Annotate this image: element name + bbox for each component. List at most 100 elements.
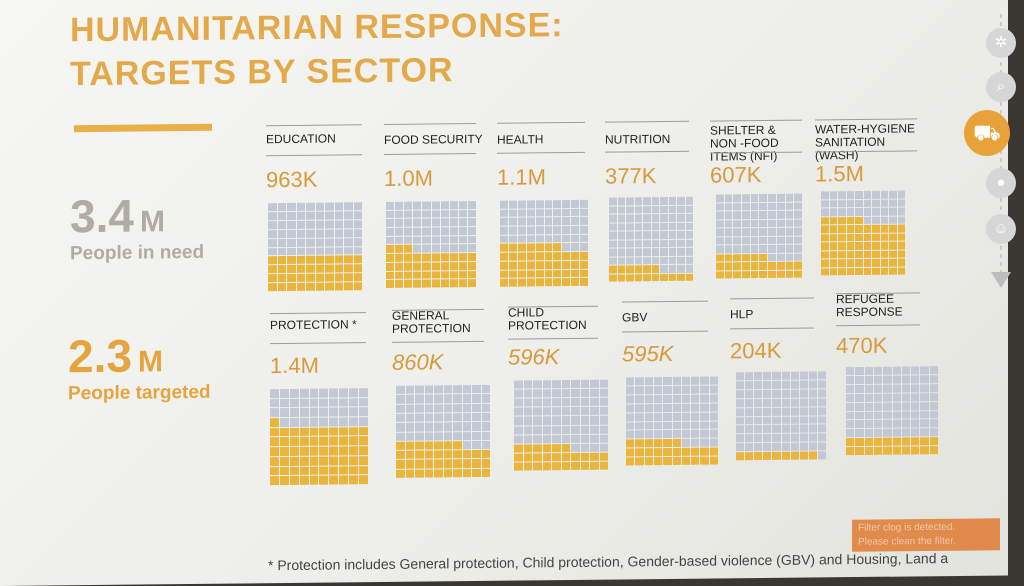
- waffle-cell-empty: [873, 420, 883, 429]
- waffle-cell-filled: [526, 261, 535, 270]
- waffle-cell-empty: [277, 238, 286, 247]
- waffle-cell-empty: [754, 372, 763, 380]
- waffle-cell-empty: [440, 244, 449, 253]
- waffle-cell-empty: [691, 438, 700, 447]
- waffle-cell-empty: [817, 415, 826, 424]
- waffle-cell-filled: [644, 439, 653, 448]
- waffle-cell-filled: [415, 450, 424, 460]
- waffle-cell-empty: [846, 191, 854, 199]
- waffle-cell-empty: [873, 429, 883, 438]
- waffle-cell-filled: [395, 262, 404, 271]
- waffle-cell-empty: [319, 417, 329, 427]
- waffle-cell-empty: [872, 216, 880, 224]
- waffle-cell-filled: [349, 427, 359, 436]
- location-icon[interactable]: ●: [986, 168, 1016, 198]
- waffle-cell-empty: [544, 200, 553, 208]
- waffle-cell-filled: [526, 243, 535, 252]
- waffle-cell-empty: [763, 389, 772, 398]
- waffle-cell-empty: [855, 420, 864, 429]
- waffle-cell-filled: [329, 475, 339, 485]
- waffle-grid: [716, 193, 802, 279]
- waffle-cell-empty: [315, 220, 324, 229]
- waffle-cell-empty: [736, 443, 745, 452]
- waffle-cell-empty: [736, 381, 745, 390]
- waffle-cell-empty: [395, 210, 404, 219]
- waffle-cell-filled: [863, 258, 871, 267]
- waffle-cell-empty: [325, 247, 334, 255]
- waffle-cell-filled: [785, 270, 794, 278]
- waffle-cell-empty: [415, 422, 424, 432]
- waffle-cell-empty: [920, 384, 929, 393]
- waffle-cell-empty: [458, 227, 467, 235]
- waffle-cell-empty: [929, 392, 938, 401]
- waffle-cell-empty: [772, 425, 781, 434]
- waffle-cell-filled: [838, 259, 846, 267]
- people-icon[interactable]: ☺: [986, 214, 1016, 244]
- waffle-cell-empty: [759, 202, 768, 211]
- waffle-cell-filled: [424, 450, 433, 459]
- filter-warning-toast[interactable]: Filter clog is detected. Please clean th…: [852, 518, 1000, 552]
- waffle-cell-empty: [709, 403, 718, 412]
- waffle-cell-empty: [431, 227, 440, 236]
- waffle-cell-empty: [736, 398, 745, 407]
- waffle-cell-filled: [289, 427, 299, 437]
- waffle-cell-filled: [855, 233, 863, 242]
- waffle-cell-filled: [553, 261, 562, 269]
- waffle-cell-empty: [668, 196, 676, 205]
- waffle-cell-empty: [754, 434, 763, 443]
- waffle-cell-empty: [873, 366, 883, 375]
- waffle-cell-filled: [299, 446, 309, 456]
- snowflake-icon[interactable]: ✲: [986, 28, 1016, 58]
- sector-panel: CHILD PROTECTION 596K: [508, 305, 618, 475]
- waffle-cell-empty: [617, 197, 625, 206]
- waffle-cell-filled: [329, 427, 339, 437]
- waffle-cell-empty: [634, 239, 642, 248]
- waffle-cell-empty: [864, 384, 873, 393]
- waffle-cell-filled: [449, 279, 458, 288]
- waffle-cell-empty: [404, 236, 413, 245]
- sector-rule-bottom: [497, 151, 585, 154]
- waffle-cell-empty: [733, 211, 742, 219]
- waffle-cell-empty: [325, 211, 334, 220]
- waffle-cell-empty: [395, 201, 404, 210]
- waffle-cell-filled: [309, 456, 319, 466]
- waffle-cell-empty: [691, 421, 700, 430]
- waffle-cell-empty: [768, 219, 776, 227]
- waffle-cell-empty: [808, 415, 817, 424]
- waffle-cell-empty: [535, 217, 544, 226]
- waffle-cell-filled: [880, 250, 888, 258]
- waffle-cell-empty: [750, 194, 759, 202]
- waffle-cell-empty: [449, 218, 458, 227]
- waffle-cell-filled: [599, 452, 608, 461]
- waffle-cell-empty: [599, 443, 608, 452]
- sector-name: WATER-HYGIENE SANITATION (WASH): [815, 121, 916, 163]
- waffle-cell-filled: [523, 444, 532, 453]
- waffle-cell-empty: [359, 388, 368, 397]
- waffle-cell-filled: [855, 250, 863, 259]
- waffle-cell-filled: [299, 466, 309, 476]
- waffle-cell-empty: [855, 384, 864, 393]
- waffle-cell-filled: [289, 456, 299, 466]
- waffle-cell-empty: [617, 222, 625, 231]
- waffle-cell-empty: [339, 398, 349, 407]
- truck-icon[interactable]: ⛟: [964, 110, 1010, 156]
- waffle-cell-filled: [535, 243, 544, 252]
- waffle-cell-empty: [745, 434, 754, 443]
- waffle-cell-empty: [580, 416, 589, 425]
- waffle-cell-filled: [561, 461, 570, 471]
- search-icon[interactable]: ⌕: [986, 72, 1016, 102]
- waffle-cell-empty: [901, 419, 911, 428]
- waffle-cell-filled: [344, 264, 353, 273]
- waffle-cell-empty: [544, 217, 553, 226]
- waffle-cell-empty: [742, 202, 750, 211]
- waffle-cell-filled: [553, 252, 562, 261]
- waffle-cell-filled: [562, 269, 571, 278]
- waffle-cell-empty: [685, 196, 693, 205]
- waffle-cell-empty: [424, 394, 433, 404]
- waffle-cell-empty: [691, 385, 700, 394]
- waffle-cell-filled: [533, 444, 542, 453]
- waffle-cell-empty: [553, 200, 562, 208]
- waffle-cell-empty: [724, 228, 733, 236]
- waffle-cell-empty: [626, 377, 635, 386]
- waffle-cell-empty: [467, 209, 476, 218]
